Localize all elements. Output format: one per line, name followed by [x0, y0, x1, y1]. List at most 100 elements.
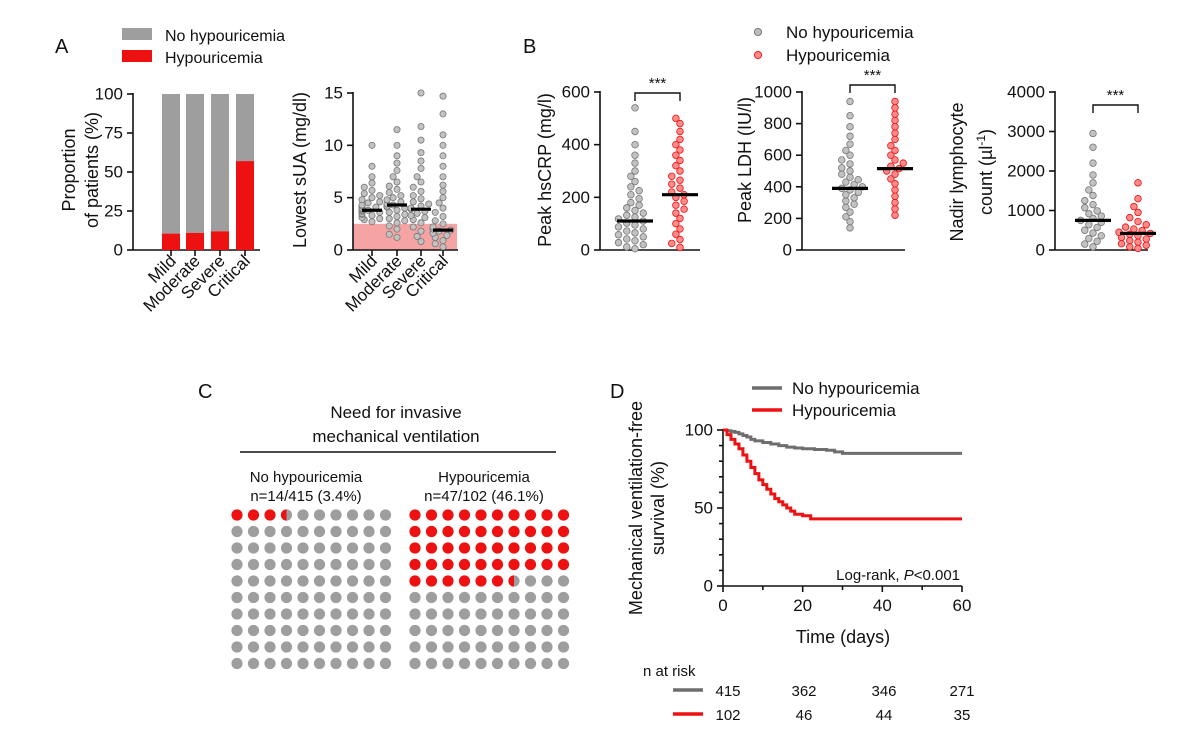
- crp-no-hypouricemia-point-9: [623, 227, 631, 235]
- n-at-risk-no-60: 271: [949, 683, 974, 700]
- sua-moderate-point-26: [393, 159, 401, 167]
- waffle-hypo-dot-81: [425, 641, 438, 653]
- ldh-no-hypouricemia-point-16: [846, 173, 854, 182]
- waffle-hypo-dot-65: [491, 608, 504, 620]
- sua-moderate-point-7: [393, 213, 401, 221]
- waffle-hypo-dot-51: [425, 591, 438, 604]
- crp-no-hypouricemia-point-0: [631, 244, 639, 253]
- waffle-no-dot-43: [280, 575, 293, 587]
- lymph-hypouricemia-point-17: [1126, 213, 1134, 222]
- crp-no-hypouricemia-point-1: [623, 243, 631, 251]
- waffle-no-dot-90: [231, 657, 243, 670]
- waffle-no-dot-3-partial: [280, 509, 287, 521]
- crp-hypouricemia-point-20: [676, 156, 684, 165]
- waffle-hypo-dot-43: [458, 575, 471, 587]
- waffle-no-dot-32: [264, 558, 276, 571]
- crp-significance-stars: ***: [649, 75, 667, 92]
- sua-critical-point-4: [443, 231, 451, 239]
- waffle-no-dot-11: [247, 525, 260, 538]
- crp-no-hypouricemia-point-22: [627, 198, 635, 207]
- waffle-no-dot-28: [363, 542, 375, 554]
- waffle-hypo-dot-96: [508, 657, 520, 670]
- crp-hypouricemia-point-19: [672, 162, 680, 170]
- waffle-hypo-dot-74: [475, 624, 487, 637]
- waffle-hypo-dot-83: [458, 641, 471, 653]
- crp-no-hypouricemia-point-3: [614, 238, 623, 247]
- waffle-no-dot-12: [264, 525, 276, 538]
- sua-mild-point-20: [376, 192, 384, 200]
- waffle-hypo-dot-66: [508, 608, 520, 620]
- waffle-hypo-dot-48: [541, 575, 553, 587]
- waffle-hypo-dot-50: [409, 591, 421, 604]
- sua-severe-point-4: [417, 219, 425, 227]
- ldh-no-hypouricemia-point-26: [846, 123, 854, 131]
- km-x-tick-label-3: 60: [953, 596, 972, 615]
- waffle-hypo-dot-38: [541, 558, 553, 571]
- bar-y-tick-label-1: 25: [104, 202, 123, 221]
- sua-severe-point-8: [413, 209, 421, 217]
- waffle-hypo-dot-95: [491, 657, 504, 670]
- waffle-hypo-dot-92: [442, 657, 454, 670]
- waffle-no-dot-7: [346, 509, 359, 521]
- waffle-hypo-dot-93: [458, 657, 471, 670]
- lymph-hypouricemia-point-4: [1134, 238, 1142, 246]
- waffle-no-dot-14: [297, 525, 309, 538]
- sua-chart-ylabel: Lowest sUA (mg/dl): [290, 92, 310, 248]
- waffle-no-dot-92: [264, 657, 276, 670]
- sua-y-tick-label-0: 0: [334, 241, 343, 260]
- waffle-hypo-dot-97: [524, 657, 537, 670]
- bar-y-tick-label-0: 0: [114, 241, 123, 260]
- waffle-hypo-dot-62: [442, 608, 454, 620]
- sua-mild-point-25: [368, 173, 376, 181]
- crp-hypouricemia-point-4: [676, 225, 684, 233]
- km-y-tick-label-1: 50: [694, 499, 713, 518]
- ldh-no-hypouricemia-point-22: [846, 151, 854, 159]
- waffle-no-dot-73: [280, 624, 293, 637]
- ldh-no-hypouricemia-point-24: [846, 140, 854, 148]
- crp-no-hypouricemia-point-27: [631, 177, 639, 186]
- ldh-hypouricemia-point-3: [891, 192, 899, 200]
- crp-hypouricemia-point-23: [672, 140, 680, 149]
- sua-y-tick-label-2: 10: [324, 136, 343, 155]
- ldh-no-hypouricemia-point-1: [846, 217, 854, 226]
- waffle-title-line2: mechanical ventilation: [312, 427, 479, 446]
- km-curve-hypouricemia: [723, 428, 962, 521]
- km-legend-label-no: No hypouricemia: [792, 379, 920, 398]
- sua-severe-point-20: [413, 173, 421, 181]
- lymph-y-tick-label-3: 3000: [1007, 122, 1045, 141]
- waffle-no-dot-66: [330, 608, 342, 620]
- sua-moderate-point-28: [393, 141, 401, 149]
- waffle-no-dot-74: [297, 624, 309, 637]
- waffle-hypo-dot-77: [524, 624, 537, 637]
- waffle-title-line1: Need for invasive: [330, 403, 461, 422]
- waffle-no-dot-59: [379, 591, 392, 604]
- waffle-no-dot-1: [247, 509, 260, 521]
- sua-mild-point-21: [360, 189, 368, 197]
- waffle-hypo-dot-21: [425, 542, 438, 554]
- waffle-no-dot-24: [297, 542, 309, 554]
- waffle-hypo-dot-9: [557, 509, 570, 521]
- ldh-no-hypouricemia-point-17: [838, 170, 846, 178]
- crp-no-hypouricemia-point-20: [623, 204, 631, 212]
- bar-chart-ylabel-line1: Proportion: [59, 128, 79, 211]
- waffle-no-dot-10: [231, 525, 243, 538]
- waffle-hypo-dot-78: [541, 624, 553, 637]
- lymph-hypouricemia-point-2: [1142, 241, 1150, 249]
- ldh-hypouricemia-point-4: [891, 186, 899, 194]
- crp-no-hypouricemia-point-34: [631, 104, 639, 112]
- lymph-no-hypouricemia-point-13: [1085, 209, 1093, 218]
- lymph-no-hypouricemia-point-5: [1089, 229, 1097, 237]
- lymph-no-hypouricemia-point-21: [1089, 171, 1097, 179]
- lymph-no-hypouricemia-point-24: [1089, 129, 1097, 138]
- crp-hypouricemia-point-16: [676, 176, 684, 184]
- waffle-hypo-dot-47: [524, 575, 537, 587]
- waffle-no-dot-13: [280, 525, 293, 538]
- waffle-no-dot-82: [264, 641, 276, 653]
- lymph-no-hypouricemia-point-4: [1097, 232, 1105, 240]
- waffle-hypo-dot-3: [458, 509, 471, 521]
- waffle-hypo-dot-67: [524, 608, 537, 620]
- bar-no-hypouricemia-mild: [162, 94, 180, 234]
- waffle-hypo-dot-61: [425, 608, 438, 620]
- ldh-no-hypouricemia-point-21: [838, 156, 846, 164]
- waffle-hypo-dot-24: [475, 542, 487, 554]
